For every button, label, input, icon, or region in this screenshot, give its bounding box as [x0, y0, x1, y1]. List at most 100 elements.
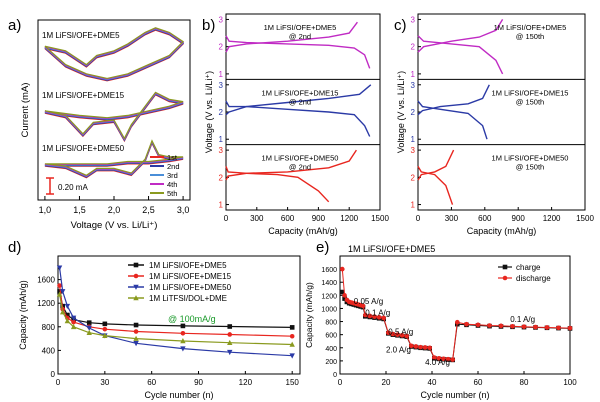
x-tick-label: 300	[250, 214, 264, 223]
data-point	[533, 324, 538, 330]
x-tick-label: 1500	[576, 214, 594, 223]
x-axis-label: Cycle number (n)	[144, 390, 213, 400]
legend-label: 2nd	[167, 162, 180, 171]
y-tick-label: 1400	[321, 280, 337, 287]
x-axis-label: Voltage (V vs. Li/Li⁺)	[71, 220, 158, 231]
x-tick-label: 80	[520, 378, 529, 387]
data-point	[70, 323, 77, 330]
x-tick-label: 2,0	[108, 205, 121, 215]
x-tick-label: 300	[445, 214, 459, 223]
y-tick-label: 3	[219, 146, 224, 155]
data-point	[56, 291, 63, 297]
y-tick-label: 2	[219, 43, 224, 52]
plot-frame	[57, 255, 301, 375]
curve-label: 1M LiFSI/OFE+DME5	[42, 31, 120, 40]
data-point	[86, 320, 92, 325]
x-tick-label: 1,0	[39, 205, 52, 215]
x-tick-label: 1500	[371, 214, 389, 223]
data-point	[409, 343, 414, 349]
data-point	[340, 289, 345, 295]
x-tick-label: 0	[416, 214, 421, 223]
data-point	[404, 333, 410, 339]
y-axis-label: Voltage (V vs. Li/Li⁺)	[204, 71, 214, 153]
data-point	[340, 266, 345, 272]
legend-label: discharge	[516, 274, 551, 283]
data-point	[102, 332, 108, 338]
discharge-curve	[225, 35, 371, 69]
legend-label: 4th	[167, 180, 177, 189]
discharge-curve	[225, 100, 371, 137]
data-point	[64, 318, 71, 324]
legend-marker	[502, 275, 508, 281]
scale-bar-label: 0.20 mA	[58, 183, 88, 192]
panel-a-cv-chart: 1,0 1,5 2,0 2,5 3,0 Voltage (V vs. Li/Li⁺) Cur…	[20, 19, 191, 231]
x-tick-label: 1200	[340, 214, 358, 223]
x-tick-label: 60	[147, 378, 156, 387]
subpanel-cycle: @ 150th	[516, 32, 544, 41]
y-axis-label: Capacity (mAh/g)	[18, 280, 28, 350]
data-point	[289, 333, 295, 339]
x-tick-label: 0	[338, 378, 343, 387]
y-tick-label: 2	[219, 173, 224, 182]
data-point	[86, 329, 92, 335]
series-line	[59, 267, 293, 357]
data-point	[445, 356, 451, 362]
x-axis-label: Cycle number (n)	[420, 390, 489, 400]
data-point	[367, 313, 373, 319]
data-point	[180, 323, 186, 329]
x-tick-label: 600	[478, 214, 492, 223]
y-tick-label: 2	[411, 43, 416, 52]
rate-label: 4.0 A/g	[425, 358, 450, 367]
y-tick-label: 1200	[37, 299, 55, 308]
data-point	[567, 325, 573, 331]
data-point	[133, 322, 139, 328]
data-point	[381, 315, 387, 321]
rate-label: 0.5 A/g	[388, 328, 413, 337]
data-point	[289, 353, 295, 359]
data-point	[227, 332, 233, 337]
data-point	[57, 289, 62, 294]
x-tick-label: 3,0	[177, 205, 190, 215]
curve-label: 1M LiFSI/OFE+DME15	[42, 91, 125, 100]
data-point	[227, 339, 233, 346]
y-tick-label: 2	[411, 108, 416, 117]
data-point	[227, 349, 233, 356]
data-point	[498, 323, 504, 329]
y-tick-label: 3	[219, 81, 224, 90]
subpanel-label: 1M LiFSI/OFE+DME15	[492, 88, 569, 97]
y-tick-label: 3	[411, 15, 416, 24]
x-tick-label: 20	[382, 378, 391, 387]
data-point	[487, 323, 492, 328]
x-tick-label: 120	[239, 378, 253, 387]
charge-curve	[225, 84, 372, 116]
data-point	[64, 303, 71, 310]
data-point	[342, 296, 347, 301]
x-tick-label: 90	[194, 378, 203, 387]
subpanel-cycle: @ 150th	[516, 97, 544, 106]
data-point	[441, 356, 446, 362]
legend-marker	[502, 264, 508, 270]
data-point	[133, 335, 139, 341]
y-tick-label: 0	[51, 370, 56, 379]
legend-label: 1M LiFSI/OFE+DME5	[149, 261, 227, 270]
data-point	[86, 325, 92, 331]
y-tick-label: 2	[219, 108, 224, 117]
series-line	[59, 291, 293, 328]
x-tick-label: 600	[281, 214, 295, 223]
data-point	[57, 283, 62, 288]
data-point	[133, 341, 139, 347]
data-point	[133, 329, 139, 334]
x-tick-label: 60	[474, 378, 483, 387]
series-line	[59, 294, 293, 346]
x-tick-label: 1,5	[73, 205, 86, 215]
legend-marker	[133, 284, 139, 290]
data-point	[289, 341, 295, 347]
x-tick-label: 40	[428, 378, 437, 387]
panel-letter-c: c)	[394, 17, 407, 34]
subpanel-cycle: @ 150th	[516, 163, 544, 172]
data-point	[395, 332, 400, 337]
charge-curve	[417, 19, 504, 53]
panel-letter-d: d)	[8, 239, 21, 256]
y-tick-label: 200	[325, 359, 337, 366]
data-point	[450, 357, 456, 362]
